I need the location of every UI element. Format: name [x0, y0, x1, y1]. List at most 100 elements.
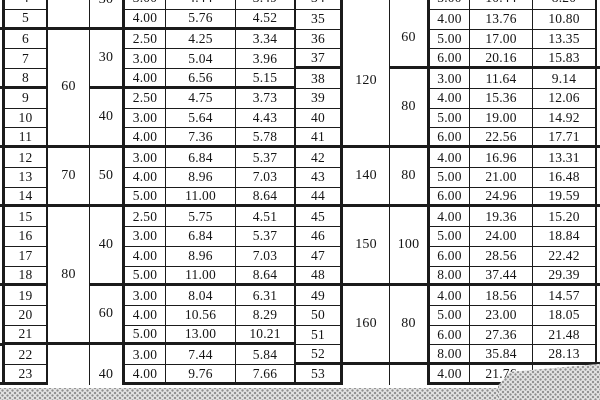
- row-number-cell-value: 14: [18, 187, 33, 203]
- weight-cell-value: 14.57: [548, 287, 580, 303]
- row-number-cell-value: 10: [18, 110, 33, 126]
- weight-cell: 7.03: [236, 167, 296, 188]
- weight-cell: 19.59: [533, 187, 597, 208]
- width-cell: 30: [90, 0, 125, 30]
- thickness-cell-value: 3.00: [133, 0, 157, 5]
- row-number-cell-value: 51: [311, 327, 325, 343]
- thickness-cell: 6.00: [430, 187, 470, 208]
- width-cell: 80: [390, 286, 430, 366]
- weight-cell: 14.92: [533, 108, 597, 129]
- right-table: 34 3.00 10.44 8.20 35 4.00 13.76 10.80 36 5.00 17.…: [296, 0, 597, 385]
- thickness-cell-value: 4.00: [132, 128, 158, 144]
- height-cell: 120: [343, 0, 390, 149]
- thickness-cell: 3.00: [125, 286, 166, 307]
- row-number-cell-value: 21: [18, 326, 33, 342]
- left-table: 4 3.00 4.44 3.49 5 4.00 5.76 4.52 6 2.50 4.25 3.34 7…: [2, 0, 296, 385]
- thickness-cell-value: 6.00: [437, 187, 462, 203]
- weight-cell-value: 18.05: [548, 307, 580, 323]
- weight-cell-value: 5.37: [252, 149, 278, 165]
- area-cell: 19.00: [470, 108, 533, 129]
- table-edge-stub: [0, 85, 2, 89]
- area-cell-value: 6.56: [188, 69, 213, 85]
- row-number-cell-value: 53: [311, 365, 325, 381]
- row-number-cell-value: 40: [311, 110, 325, 126]
- area-cell-value: 5.64: [188, 110, 213, 126]
- area-cell: 22.56: [470, 128, 533, 149]
- weight-cell-value: 7.03: [252, 248, 278, 264]
- height-cell: 60: [48, 29, 90, 149]
- thickness-cell: 2.50: [125, 88, 166, 109]
- width-cell: 100: [390, 207, 430, 287]
- width-cell-value: 80: [401, 99, 416, 115]
- row-number-cell-value: 46: [311, 228, 325, 244]
- area-cell-value: 19.36: [485, 208, 517, 224]
- row-number-cell: 18: [5, 266, 48, 287]
- row-number-cell: 34: [296, 0, 343, 10]
- row-number-cell-value: 4: [22, 0, 29, 5]
- row-number-cell: 36: [296, 29, 343, 50]
- table-edge-stub: [597, 204, 600, 208]
- width-cell-value: 60: [98, 306, 114, 322]
- thickness-cell-value: 5.00: [437, 307, 462, 323]
- row-number-cell-value: 15: [18, 208, 33, 224]
- area-cell: 10.44: [470, 0, 533, 10]
- thickness-cell-value: 6.00: [437, 327, 462, 343]
- area-cell-value: 7.36: [188, 128, 213, 144]
- weight-cell: 8.20: [533, 0, 597, 10]
- area-cell: 6.84: [166, 148, 236, 168]
- row-number-cell-value: 36: [311, 31, 325, 47]
- area-cell: 7.44: [166, 345, 236, 366]
- row-number-cell: 52: [296, 345, 343, 366]
- row-number-cell: 53: [296, 365, 343, 385]
- area-cell: 11.00: [166, 266, 236, 287]
- area-cell: 37.44: [470, 266, 533, 287]
- area-cell: 8.96: [166, 246, 236, 267]
- row-number-cell-value: 39: [311, 90, 325, 106]
- thickness-cell: 6.00: [430, 49, 470, 70]
- weight-cell: 3.34: [236, 29, 296, 50]
- weight-cell-value: 14.92: [548, 110, 580, 126]
- thickness-cell: 3.00: [125, 0, 166, 10]
- row-number-cell-value: 5: [22, 10, 29, 26]
- thickness-cell: 4.00: [125, 128, 166, 149]
- thickness-cell: 5.00: [125, 266, 166, 287]
- row-number-cell-value: 18: [18, 266, 33, 282]
- area-cell-value: 5.76: [188, 10, 213, 26]
- row-number-cell: 23: [5, 365, 48, 385]
- height-cell: 150: [343, 207, 390, 287]
- area-cell: 7.36: [166, 128, 236, 149]
- weight-cell-value: 3.96: [252, 50, 278, 66]
- row-number-cell: 15: [5, 207, 48, 228]
- height-cell-value: 140: [355, 168, 377, 184]
- thickness-cell-value: 3.00: [132, 149, 158, 165]
- thickness-cell: 5.00: [430, 227, 470, 247]
- thickness-cell: 8.00: [430, 345, 470, 366]
- area-cell-value: 11.64: [485, 70, 517, 86]
- weight-cell-value: 13.31: [548, 149, 580, 165]
- weight-cell-value: 3.49: [253, 0, 277, 5]
- weight-cell-value: 5.84: [252, 346, 278, 362]
- weight-cell-value: 8.20: [552, 0, 576, 5]
- width-cell-value: 60: [401, 30, 416, 46]
- area-cell: 4.75: [166, 88, 236, 109]
- weight-cell-value: 4.43: [252, 110, 278, 126]
- thickness-cell: 3.00: [125, 345, 166, 366]
- thickness-cell-value: 4.00: [437, 365, 462, 381]
- area-cell-value: 27.36: [485, 327, 517, 343]
- table-edge-stub: [0, 342, 2, 346]
- thickness-cell-value: 5.00: [437, 31, 462, 47]
- area-cell: 11.00: [166, 187, 236, 208]
- weight-cell-value: 6.31: [252, 287, 278, 303]
- row-number-cell: 9: [5, 88, 48, 109]
- table-edge-stub: [0, 145, 2, 149]
- weight-cell-value: 10.21: [249, 326, 281, 342]
- width-cell: 60: [90, 286, 125, 346]
- area-cell-value: 8.04: [188, 287, 213, 303]
- area-cell-value: 6.84: [188, 228, 213, 244]
- thickness-cell-value: 4.00: [437, 90, 462, 106]
- area-cell: 4.44: [166, 0, 236, 10]
- thickness-cell: 4.00: [125, 306, 166, 326]
- weight-cell: 14.57: [533, 286, 597, 307]
- row-number-cell: 44: [296, 187, 343, 208]
- row-number-cell-value: 22: [18, 346, 33, 362]
